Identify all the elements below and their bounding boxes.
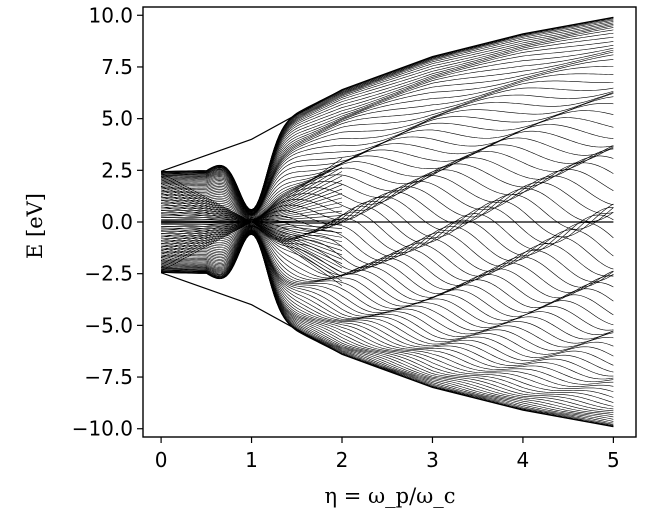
band-line-65: [161, 230, 614, 357]
band-lines: [160, 16, 614, 428]
band-line-69: [161, 230, 614, 380]
band-line-59: [161, 227, 614, 331]
band-line-8: [161, 25, 614, 211]
band-line-26: [161, 93, 614, 215]
band-line-20: [161, 66, 614, 214]
series-line-1: [160, 272, 614, 428]
band-line-24: [161, 90, 614, 215]
band-line-76: [161, 232, 614, 407]
y-tick-label: 5.0: [101, 107, 133, 131]
band-line-16: [161, 49, 614, 212]
band-line-30: [161, 117, 614, 216]
y-tick-label: 10.0: [88, 3, 133, 27]
band-line-60: [161, 227, 614, 336]
band-line-63: [161, 229, 614, 348]
band-line-70: [161, 231, 614, 383]
band-line-19: [161, 59, 614, 213]
band-line-21: [161, 73, 614, 214]
band-line-53: [161, 225, 614, 293]
band-line-22: [161, 80, 614, 214]
y-tick-label: −10.0: [72, 417, 133, 441]
y-tick-label: 7.5: [101, 55, 133, 79]
y-tick-label: −5.0: [84, 313, 133, 337]
y-tick-label: −7.5: [84, 365, 133, 389]
y-axis-label: E [eV]: [23, 193, 47, 259]
band-line-73: [161, 231, 614, 393]
band-line-36: [161, 148, 614, 220]
band-line-68: [161, 230, 614, 377]
band-line-55: [161, 225, 614, 304]
band-line-72: [161, 231, 614, 387]
band-line-15: [161, 47, 614, 212]
y-tick-label: 2.5: [101, 158, 133, 182]
band-line-31: [161, 124, 614, 217]
x-tick-label: 0: [155, 448, 168, 472]
band-line-23: [161, 87, 614, 215]
band-line-57: [161, 226, 614, 316]
band-line-71: [161, 231, 614, 385]
band-line-14: [161, 44, 614, 212]
band-line-35: [161, 145, 614, 219]
x-axis-label: η = ω_p/ω_c: [324, 484, 455, 508]
y-tick-label: −2.5: [84, 262, 133, 286]
band-line-25: [161, 92, 614, 215]
x-tick-label: 4: [517, 448, 530, 472]
band-line-18: [161, 54, 614, 213]
series-line-0: [160, 16, 614, 172]
x-tick-label: 1: [245, 448, 258, 472]
band-line-64: [161, 229, 614, 352]
band-line-66: [161, 230, 614, 366]
band-line-67: [161, 230, 614, 373]
x-tick-label: 3: [426, 448, 439, 472]
band-line-17: [161, 51, 614, 213]
band-line-32: [161, 130, 614, 217]
y-tick-label: 0.0: [101, 210, 133, 234]
band-line-52: [161, 225, 614, 288]
band-line-61: [161, 228, 614, 340]
x-tick-label: 2: [336, 448, 349, 472]
band-line-54: [161, 225, 614, 299]
x-tick-label: 5: [607, 448, 620, 472]
axis-ticks: 0 1 2 3 4 5 −10.0 −7.5 −5.0 −2.5 0.0 2.5 5.0 7.5 10.0: [72, 3, 620, 472]
band-line-33: [161, 137, 614, 218]
band-line-34: [161, 144, 614, 219]
band-line-56: [161, 226, 614, 308]
